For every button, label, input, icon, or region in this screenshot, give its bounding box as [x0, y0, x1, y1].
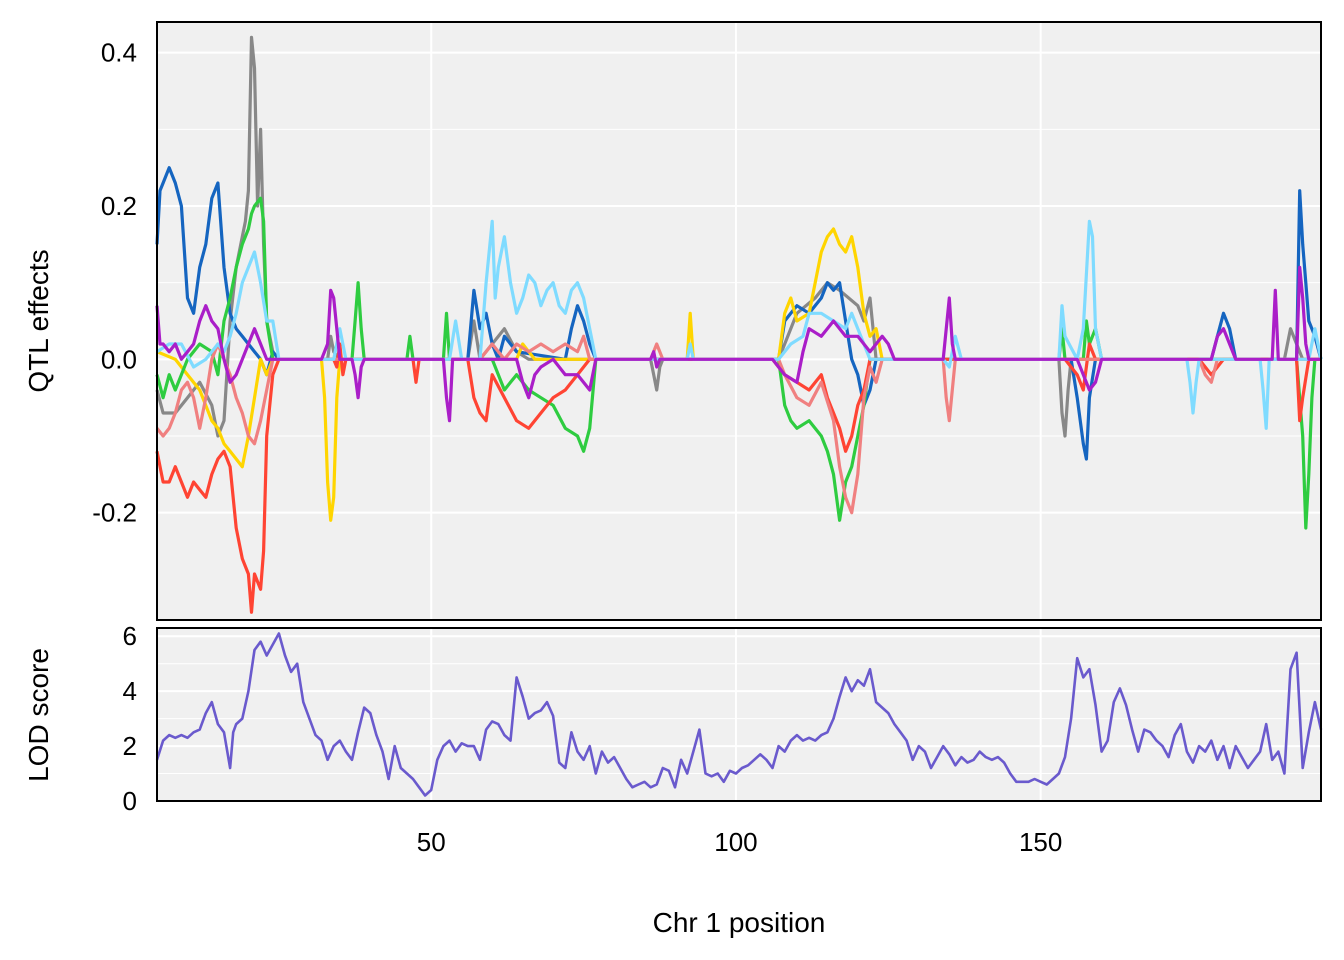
- lod-y-tick-label: 0: [123, 786, 137, 816]
- lod-series-line-0: [155, 632, 1323, 797]
- effects-y-tick-labels: 0.4 0.2 0.0 -0.2: [92, 38, 137, 528]
- x-tick-label: 100: [714, 827, 757, 857]
- effects-y-tick-label: 0.0: [101, 344, 137, 374]
- effects-y-tick-label: 0.4: [101, 38, 137, 68]
- x-tick-label: 150: [1019, 827, 1062, 857]
- x-tick-label: 50: [417, 827, 446, 857]
- effects-y-tick-label: 0.2: [101, 191, 137, 221]
- lod-y-tick-labels: 0 2 4 6: [123, 621, 137, 816]
- effects-y-tick-label: -0.2: [92, 498, 137, 528]
- x-tick-labels: 50 100 150: [417, 827, 1063, 857]
- effects-series-line-2: [156, 227, 1321, 522]
- lod-y-tick-label: 4: [123, 676, 137, 706]
- lod-panel-background: [157, 628, 1321, 801]
- lod-y-tick-label: 2: [123, 731, 137, 761]
- effects-panel: 0.4 0.2 0.0 -0.2: [92, 21, 1323, 621]
- effects-panel-background: [157, 22, 1321, 620]
- effects-series-line-4: [155, 342, 1321, 614]
- lod-y-axis-title: LOD score: [23, 648, 54, 782]
- lod-panel: 0 2 4 6: [123, 621, 1323, 816]
- effects-series-group: [155, 35, 1323, 614]
- x-axis-title: Chr 1 position: [653, 907, 826, 938]
- lod-panel-frame: [156, 627, 1322, 802]
- effects-y-axis-title: QTL effects: [23, 249, 54, 392]
- lod-series-group: [155, 632, 1323, 797]
- effects-series-line-6: [156, 219, 1323, 430]
- effects-panel-frame: [156, 21, 1322, 621]
- lod-y-tick-label: 6: [123, 621, 137, 651]
- effects-series-line-7: [155, 265, 1321, 423]
